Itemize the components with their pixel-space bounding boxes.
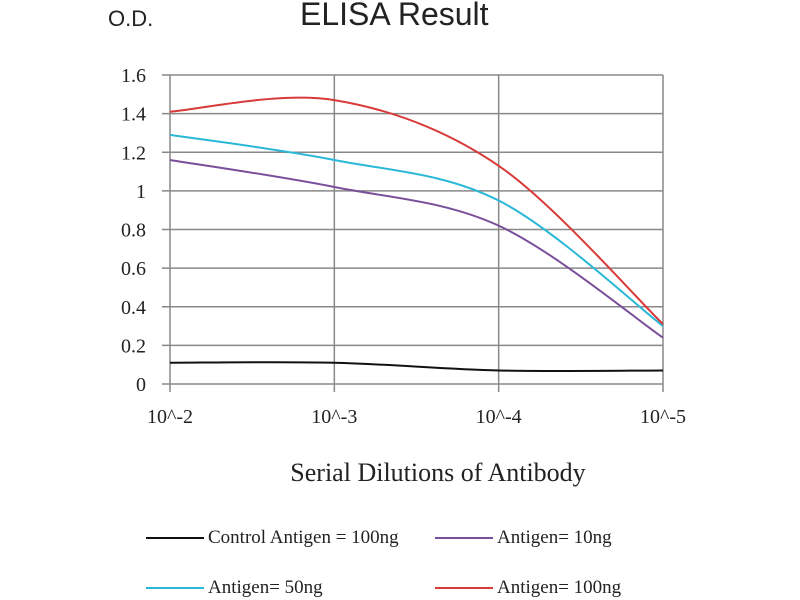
- y-tick-label: 1.4: [121, 104, 146, 126]
- x-tick-label: 10^-5: [640, 406, 686, 428]
- y-tick-label: 0.6: [121, 258, 146, 280]
- y-axis-label: O.D.: [108, 6, 154, 31]
- legend-item-50ng: Antigen= 50ng: [146, 577, 323, 599]
- y-tick-label: 1.6: [121, 65, 146, 87]
- series-line: [169, 158, 664, 339]
- legend-swatch: [435, 537, 493, 539]
- series-line: [169, 133, 664, 327]
- y-tick-label: 1.2: [121, 142, 146, 164]
- legend-label: Control Antigen = 100ng: [208, 527, 399, 548]
- x-tick-label: 10^-2: [147, 406, 193, 428]
- chart-title: ELISA Result: [300, 0, 489, 32]
- y-tick-label: 0: [136, 374, 146, 396]
- series-line: [169, 96, 664, 325]
- legend-swatch: [435, 587, 493, 589]
- legend-item-10ng: Antigen= 10ng: [435, 527, 612, 549]
- x-axis-label: Serial Dilutions of Antibody: [290, 458, 586, 487]
- y-tick-label: 0.8: [121, 220, 146, 242]
- legend-label: Antigen= 10ng: [497, 527, 612, 548]
- legend-item-100ng: Antigen= 100ng: [435, 577, 621, 599]
- x-tick-label: 10^-4: [476, 406, 522, 428]
- y-tick-label: 0.4: [121, 297, 146, 319]
- series-line: [169, 361, 664, 373]
- legend-item-control: Control Antigen = 100ng: [146, 527, 399, 549]
- legend-label: Antigen= 100ng: [497, 577, 622, 598]
- x-tick-label: 10^-3: [311, 406, 357, 428]
- y-tick-label: 1: [136, 181, 146, 203]
- y-tick-label: 0.2: [121, 335, 146, 357]
- legend-swatch: [146, 587, 204, 589]
- legend-swatch: [146, 537, 204, 539]
- legend-label: Antigen= 50ng: [208, 577, 323, 598]
